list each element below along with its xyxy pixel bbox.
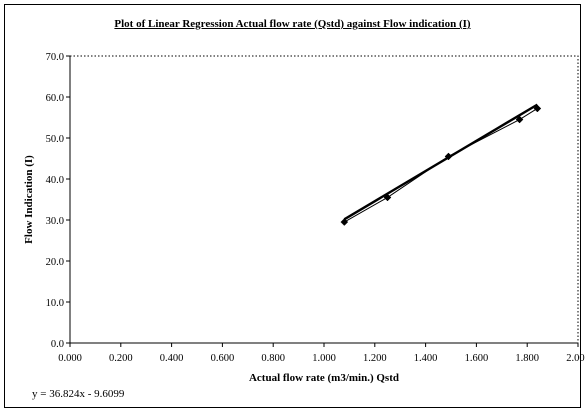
x-tick-label: 1.800 xyxy=(515,353,539,364)
trendline-line xyxy=(343,103,538,221)
y-tick-label: 70.0 xyxy=(46,52,64,63)
x-tick-label: 1.000 xyxy=(312,353,336,364)
y-axis-label: Flow Indication (I) xyxy=(23,155,35,244)
regression-equation: y = 36.824x - 9.6099 xyxy=(32,388,125,400)
x-tick-label: 2.000 xyxy=(566,353,585,364)
x-tick-label: 0.600 xyxy=(211,353,235,364)
chart-title: Plot of Linear Regression Actual flow ra… xyxy=(114,18,471,30)
x-tick-label: 1.600 xyxy=(465,353,489,364)
y-tick-label: 20.0 xyxy=(46,257,64,268)
y-tick-label: 40.0 xyxy=(46,175,64,186)
y-tick-label: 60.0 xyxy=(46,93,64,104)
y-tick-label: 0.0 xyxy=(51,339,64,350)
plot-area xyxy=(69,55,579,344)
data-series xyxy=(340,104,542,226)
y-tick-label: 50.0 xyxy=(46,134,64,145)
x-tick-labels: 0.000 0.200 0.400 0.600 0.800 1.000 1.200 1.400… xyxy=(58,343,585,364)
x-tick-label: 0.800 xyxy=(261,353,285,364)
x-tick-label: 0.000 xyxy=(58,353,82,364)
chart-frame xyxy=(4,4,581,408)
axes xyxy=(69,56,578,344)
data-point xyxy=(515,115,524,124)
y-tick-label: 10.0 xyxy=(46,298,64,309)
trendline xyxy=(343,103,538,221)
x-tick-label: 0.400 xyxy=(160,353,184,364)
series-line xyxy=(344,108,538,223)
x-tick-label: 1.200 xyxy=(363,353,387,364)
y-tick-labels: 0.0 10.0 20.0 30.0 40.0 50.0 60.0 70.0 xyxy=(46,52,70,350)
y-tick-label: 30.0 xyxy=(46,216,64,227)
x-axis-label: Actual flow rate (m3/min.) Qstd xyxy=(249,372,399,384)
x-tick-label: 0.200 xyxy=(109,353,133,364)
x-tick-label: 1.400 xyxy=(414,353,438,364)
data-point xyxy=(340,218,349,226)
